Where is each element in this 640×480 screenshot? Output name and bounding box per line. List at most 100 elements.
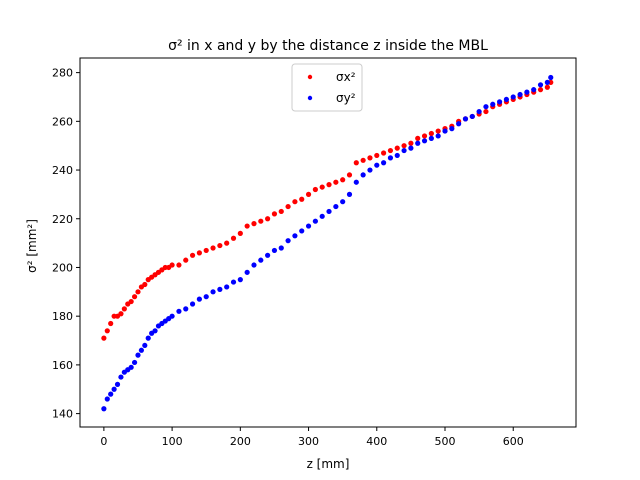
data-point [319,213,325,219]
data-point [544,84,550,90]
data-point [353,179,359,185]
data-point [278,208,284,215]
x-tick-label: 300 [298,435,319,448]
x-tick-label: 100 [162,435,183,448]
data-point [299,228,305,234]
data-point [387,147,394,154]
data-point [152,328,158,334]
data-point [326,208,332,215]
data-point [145,335,151,341]
data-point [435,133,441,139]
chart-title: σ² in x and y by the distance z inside t… [168,38,488,54]
data-point [346,191,353,197]
legend: σx² σy² [291,63,363,112]
y-axis-label: σ² [mm²] [25,219,39,273]
data-point [524,89,530,95]
data-point [251,262,257,268]
data-point [340,199,346,205]
data-point [169,313,175,319]
plot-area [80,58,576,427]
data-point [258,257,264,263]
data-point [360,157,366,163]
data-point [367,155,373,161]
data-point [217,242,223,249]
data-point [183,306,189,312]
data-point [183,257,189,263]
data-point [224,240,230,246]
data-point [544,79,550,85]
x-tick-label: 400 [366,435,387,448]
data-point [131,294,138,300]
data-point [333,179,339,185]
y-tick-label: 200 [52,261,73,274]
data-point [285,238,291,244]
data-point [387,155,394,161]
y-tick-label: 180 [52,310,73,323]
data-point [121,306,127,312]
data-point [189,252,196,258]
data-point [476,108,482,115]
data-point [312,186,318,193]
data-point [196,296,202,302]
data-point [135,289,141,295]
data-points [101,74,554,412]
data-point [138,347,144,353]
x-tick-label: 500 [435,435,456,448]
data-point [176,308,182,314]
data-point [381,160,387,166]
data-point [203,294,209,300]
data-point [108,320,114,327]
data-point [442,128,448,134]
data-point [104,328,110,334]
data-point [217,286,223,292]
data-point [118,374,124,380]
y-tick-label: 160 [52,359,73,372]
data-point [189,301,196,307]
y-tick-label: 140 [52,408,73,421]
legend-marker-sigma-y [307,95,313,101]
data-point [469,113,475,120]
data-point [496,99,503,105]
y-tick-label: 280 [52,67,73,80]
x-tick-label: 600 [503,435,524,448]
data-point [503,96,510,103]
data-point [367,167,373,173]
x-tick-label: 0 [100,435,107,448]
data-point [435,128,441,134]
data-point [537,87,544,93]
series-sigma-y [101,74,554,412]
legend-marker-sigma-x [307,74,313,80]
data-point [483,104,489,110]
y-tick-label: 240 [52,164,73,177]
data-point [104,396,110,402]
data-point [531,87,537,93]
data-point [421,133,428,139]
data-point [251,221,257,227]
data-point [401,147,407,154]
data-point [428,130,434,137]
data-point [510,94,516,100]
data-point [421,138,428,144]
legend-label-sigma-x: σx² [336,70,356,84]
data-point [244,269,250,275]
data-point [490,101,496,107]
data-point [456,121,462,127]
data-point [101,406,107,412]
data-point [374,162,380,168]
data-point [292,199,298,205]
data-point [483,108,489,115]
x-tick-label: 200 [230,435,251,448]
data-point [360,172,366,178]
data-point [237,277,243,283]
data-point [131,359,138,366]
data-point [305,191,312,197]
data-point [114,381,121,387]
y-tick-label: 220 [52,213,73,226]
data-point [271,211,278,217]
data-point [408,145,414,151]
data-point [258,218,264,224]
data-point [408,140,414,146]
data-point [353,160,359,166]
plot-background [80,58,576,427]
